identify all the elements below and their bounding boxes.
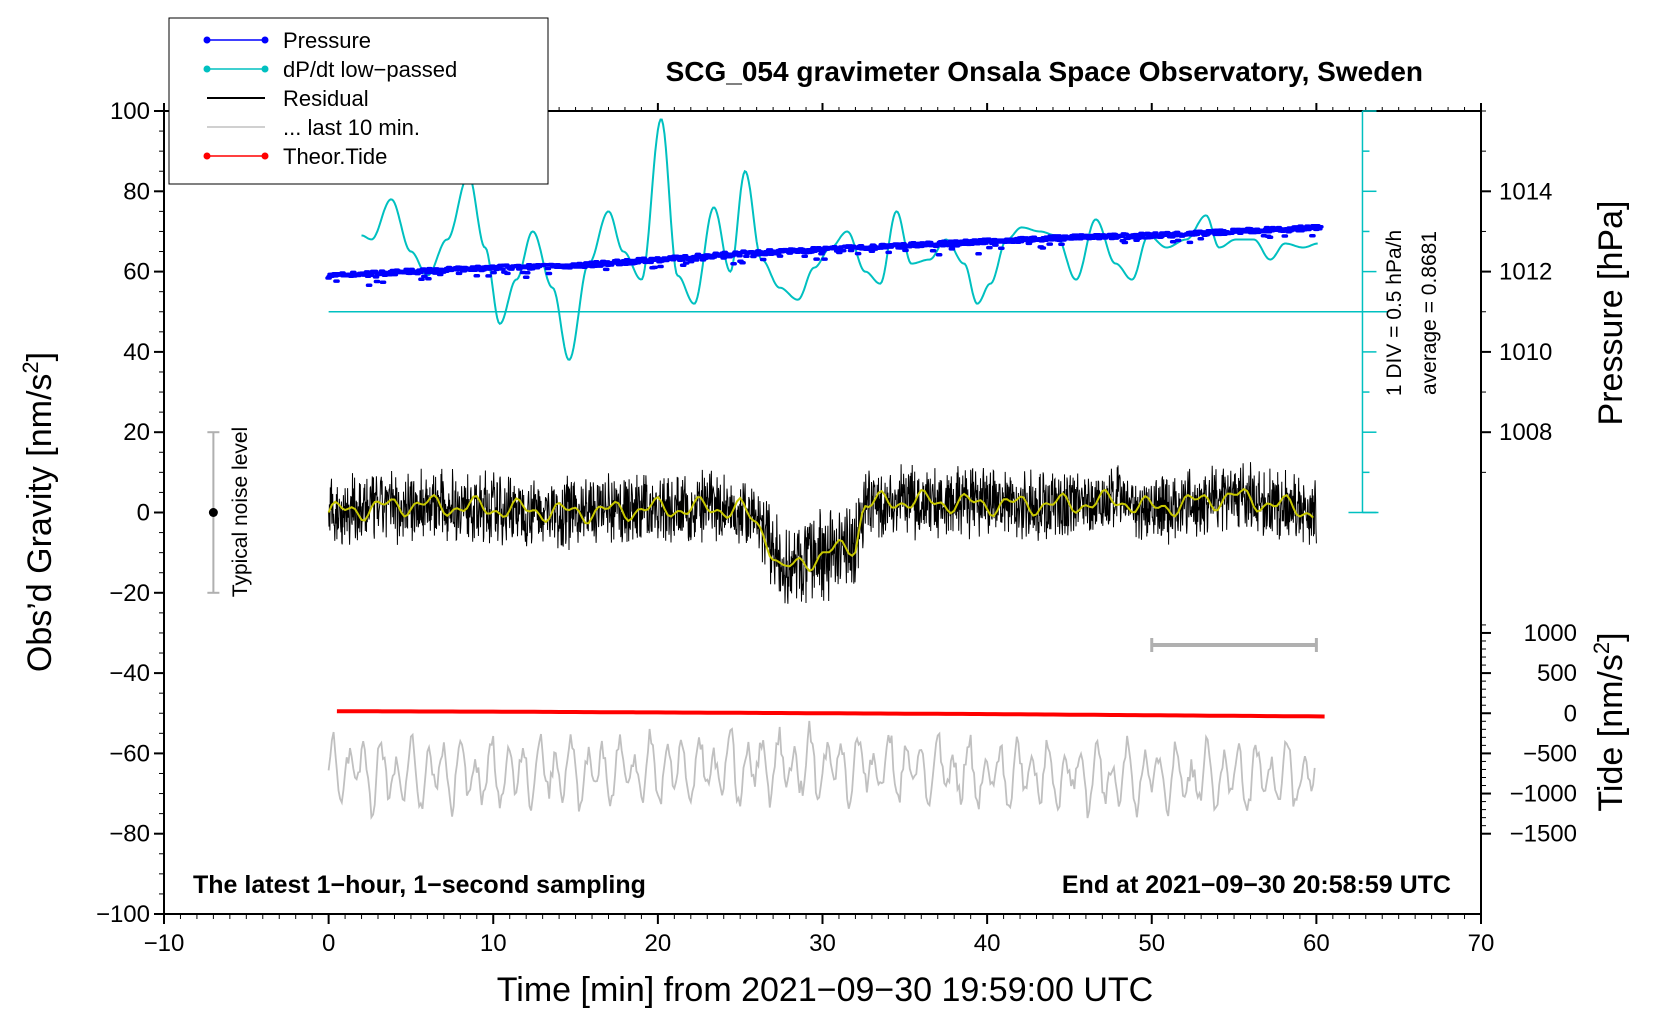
pressure-points (325, 223, 1324, 288)
y-tick-label: −40 (109, 660, 150, 687)
y-tick-label: 80 (123, 178, 150, 205)
y-tick-label: 20 (123, 419, 150, 446)
tide-tick-label: 0 (1564, 700, 1577, 727)
pressure-series (325, 223, 1324, 288)
x-tick-label: 20 (645, 930, 672, 957)
y-left-label-suffix: ] (21, 352, 59, 361)
y-tick-label: 0 (137, 500, 150, 527)
tide-label-prefix: Tide [nm/s (1592, 654, 1630, 811)
y-tick-label: 60 (123, 259, 150, 286)
tide-tick-label: 500 (1537, 660, 1577, 687)
legend-label: Pressure (283, 28, 371, 53)
y-tick-label: 100 (110, 98, 150, 125)
dpdt-average-label: average = 0.8681 (1418, 231, 1441, 395)
x-axis-title: Time [min] from 2021−09−30 19:59:00 UTC (497, 971, 1153, 1009)
pressure-tick-label: 1008 (1499, 419, 1552, 446)
series-layer (325, 118, 1325, 821)
pressure-tick-label: 1014 (1499, 178, 1552, 205)
y-left-label-sup: 2 (18, 361, 43, 373)
noise-level-label: Typical noise level (229, 427, 252, 597)
tide-tick-label: −1500 (1510, 821, 1577, 848)
x-tick-label: 70 (1468, 930, 1495, 957)
tide-tick-label: 1000 (1524, 620, 1577, 647)
tide-tick-label: −500 (1523, 740, 1577, 767)
y-axis-title-left: Obs’d Gravity [nm/s2] (18, 352, 59, 672)
x-tick-label: 30 (809, 930, 836, 957)
tide-tick-label: −1000 (1510, 781, 1577, 808)
y-tick-label: 40 (123, 339, 150, 366)
last-10-min-line (327, 720, 1316, 821)
legend-label: Residual (283, 86, 369, 111)
legend: Pressure dP/dt low−passed Residual ... last… (168, 17, 549, 185)
chart-title: SCG_054 gravimeter Onsala Space Observat… (666, 56, 1423, 87)
tide-label-suffix: ] (1592, 632, 1630, 641)
tide-line (336, 709, 1325, 719)
y-axis-title-pressure: Pressure [hPa] (1592, 201, 1630, 426)
legend-label: dP/dt low−passed (283, 57, 457, 82)
x-tick-label: 10 (480, 930, 507, 957)
legend-marker (261, 152, 269, 160)
annotations (207, 110, 1388, 652)
residual-line (328, 462, 1317, 604)
legend-marker (203, 152, 211, 160)
x-tick-label: 0 (322, 930, 335, 957)
y-axis-title-tide: Tide [nm/s2] (1589, 632, 1630, 811)
y-tick-label: −60 (109, 740, 150, 767)
y-tick-label: −20 (109, 580, 150, 607)
x-tick-label: 60 (1303, 930, 1330, 957)
x-tick-label: 50 (1138, 930, 1165, 957)
noise-center-dot (208, 508, 218, 517)
x-tick-label: 40 (974, 930, 1001, 957)
legend-items: Pressure dP/dt low−passed Residual ... last… (203, 28, 457, 169)
dpdt-scale-label: 1 DIV = 0.5 hPa/h (1383, 230, 1406, 396)
pressure-tick-label: 1012 (1499, 259, 1552, 286)
caption-left: The latest 1−hour, 1−second sampling (193, 871, 646, 899)
y-tick-label: −80 (109, 821, 150, 848)
legend-marker (261, 65, 269, 73)
axis-ticks: −10 0 10 20 30 40 50 60 70100806040200−20−40−60−… (96, 98, 1577, 957)
tide-label-sup: 2 (1589, 642, 1614, 654)
legend-marker (203, 36, 211, 44)
y-left-label-prefix: Obs’d Gravity [nm/s (21, 374, 59, 673)
caption-right: End at 2021−09−30 20:58:59 UTC (1062, 871, 1451, 899)
legend-label: Theor.Tide (283, 144, 387, 169)
legend-marker (261, 36, 269, 44)
legend-label: ... last 10 min. (283, 115, 420, 140)
pressure-tick-label: 1010 (1499, 339, 1552, 366)
residual-smoothed-line (327, 487, 1314, 573)
y-tick-label: −100 (96, 901, 150, 928)
legend-marker (203, 65, 211, 73)
x-tick-label: −10 (144, 930, 185, 957)
